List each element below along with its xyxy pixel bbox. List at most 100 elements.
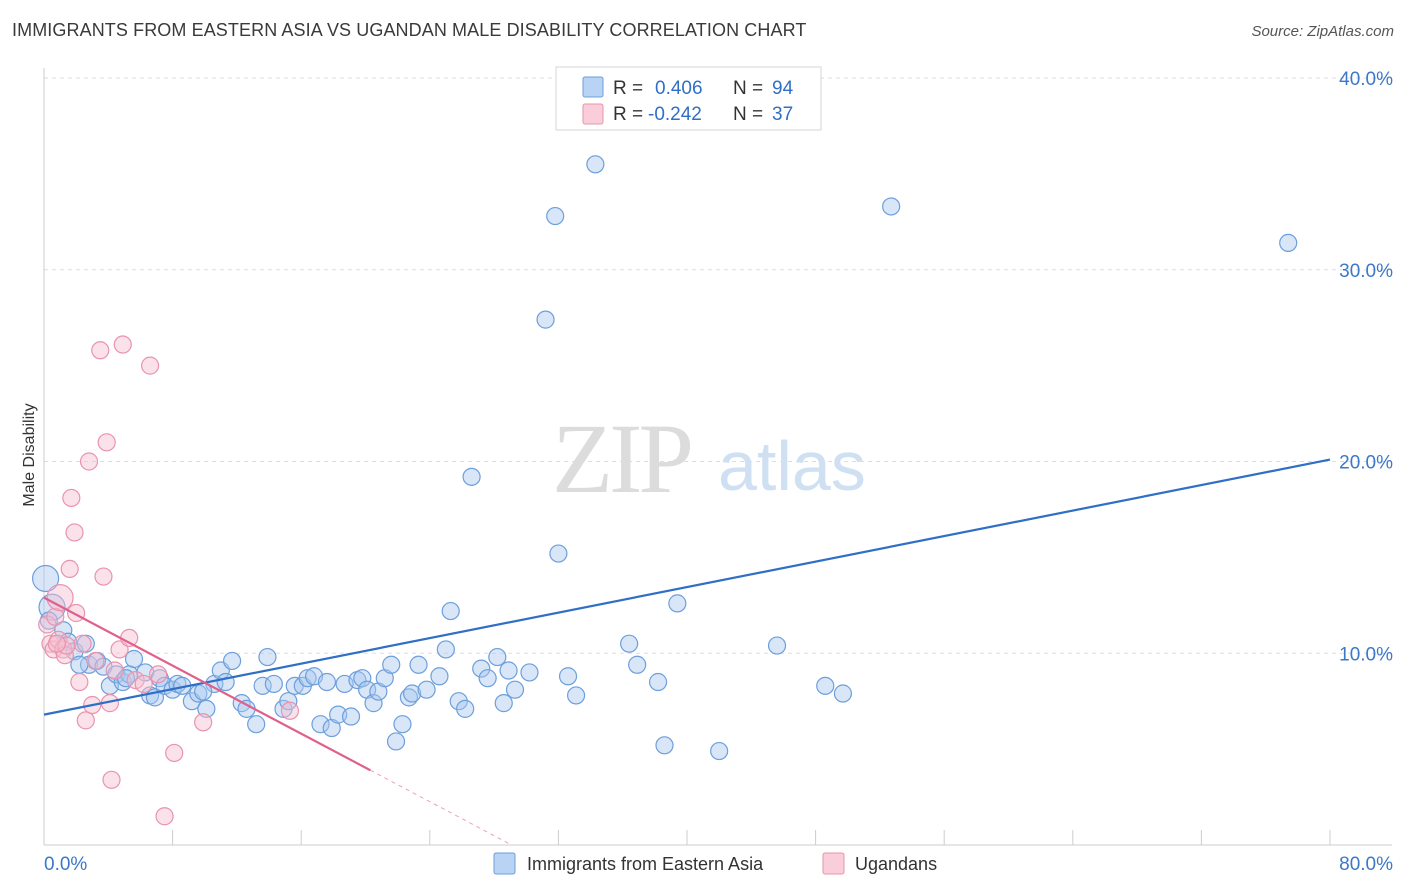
ugandans-point-14 [73, 634, 92, 653]
ugandans-point-20 [94, 567, 113, 586]
eastern-asia-point-71 [505, 680, 525, 699]
watermark-atlas: atlas [718, 427, 866, 505]
axes [43, 68, 1392, 846]
eastern-asia-point-53 [382, 655, 401, 674]
eastern-asia-point-80 [628, 655, 647, 674]
chart-title: IMMIGRANTS FROM EASTERN ASIA VS UGANDAN … [12, 20, 807, 40]
eastern-asia-point-88 [882, 197, 901, 216]
x-tick-label-1: 80.0% [1339, 854, 1393, 875]
ugandans-point-33 [194, 713, 213, 732]
eastern-asia-point-54 [386, 732, 406, 751]
eastern-asia-point-69 [494, 694, 513, 713]
gridlines [44, 77, 1392, 654]
eastern-asia-point-87 [833, 684, 853, 703]
eastern-asia-point-13 [124, 649, 144, 669]
eastern-asia-point-28 [222, 651, 242, 671]
watermark: ZIP atlas [552, 403, 866, 514]
trend-lines [43, 458, 1331, 846]
legend: R = 0.406 N = 94 R = -0.242 N = 37 [555, 66, 822, 131]
eastern-asia-point-55 [393, 715, 412, 734]
eastern-asia-point-31 [247, 715, 266, 734]
watermark-zip: ZIP [552, 403, 690, 514]
eastern-asia-point-60 [430, 667, 449, 686]
eastern-asia-point-24 [197, 699, 216, 718]
eastern-asia-point-59 [417, 680, 436, 699]
eastern-asia-point-62 [441, 601, 460, 621]
eastern-asia-point-81 [648, 672, 668, 692]
eastern-asia-point-46 [341, 707, 361, 726]
eastern-asia-point-57 [403, 684, 422, 703]
trend-line-eastern-asia [43, 458, 1331, 716]
eastern-asia-point-27 [216, 672, 235, 692]
bottom-legend-label-blue: Immigrants from Eastern Asia [527, 854, 764, 874]
eastern-asia-point-50 [364, 694, 383, 713]
ugandans-point-29 [140, 356, 160, 375]
eastern-asia-point-91 [70, 655, 89, 674]
eastern-asia-point-39 [298, 669, 317, 688]
eastern-asia-point-82 [655, 736, 674, 755]
series-eastern-asia-points [32, 155, 1298, 761]
legend-swatch-pink [582, 103, 604, 125]
legend-r-value-blue: 0.406 [655, 78, 703, 99]
legend-swatch-blue [582, 76, 604, 98]
ugandans-point-18 [86, 651, 105, 671]
ugandans-point-16 [79, 452, 99, 471]
legend-r-value-pink: -0.242 [648, 104, 702, 125]
eastern-asia-point-68 [488, 647, 507, 667]
ugandans-point-36 [102, 770, 121, 789]
eastern-asia-point-65 [462, 467, 481, 486]
ugandans-point-30 [149, 665, 168, 684]
eastern-asia-point-32 [253, 676, 272, 695]
eastern-asia-point-34 [264, 674, 283, 694]
y-axis-label: Male Disability [21, 403, 38, 506]
ugandans-point-9 [60, 559, 79, 578]
eastern-asia-point-70 [499, 661, 518, 680]
legend-n-value-pink: 37 [772, 104, 793, 125]
ugandans-point-19 [91, 341, 110, 360]
ugandans-point-10 [62, 488, 81, 508]
eastern-asia-point-42 [317, 672, 337, 692]
eastern-asia-point-58 [409, 655, 428, 674]
y-tick-label-0: 10.0% [1339, 644, 1393, 665]
y-tick-label-2: 30.0% [1339, 261, 1393, 282]
source-label: Source: ZipAtlas.com [1251, 23, 1394, 40]
eastern-asia-point-72 [520, 663, 539, 682]
eastern-asia-point-33 [258, 647, 277, 667]
ugandans-point-25 [113, 335, 132, 354]
eastern-asia-point-74 [546, 206, 565, 226]
ugandans-point-23 [105, 661, 124, 680]
eastern-asia-point-83 [668, 594, 687, 613]
legend-n-value-blue: 94 [772, 78, 794, 99]
bottom-legend-swatch-pink [822, 852, 845, 875]
ugandans-point-31 [155, 807, 174, 826]
eastern-asia-point-77 [566, 686, 586, 705]
bottom-legend-swatch-blue [493, 852, 516, 875]
ugandans-point-3 [46, 607, 65, 626]
series-ugandans-points [38, 335, 300, 826]
legend-n-label-blue: N = [733, 78, 763, 99]
trend-line-ugandans [43, 596, 371, 772]
eastern-asia-point-61 [436, 640, 455, 659]
bottom-legend-label-pink: Ugandans [855, 854, 937, 874]
tick-labels: 10.0% 20.0% 30.0% 40.0% 0.0% 80.0% [44, 69, 1393, 875]
eastern-asia-point-75 [549, 544, 568, 563]
eastern-asia-point-48 [353, 669, 372, 688]
eastern-asia-point-89 [1279, 233, 1298, 253]
eastern-asia-point-64 [456, 699, 475, 718]
eastern-asia-point-84 [710, 741, 729, 761]
y-tick-label-1: 20.0% [1339, 453, 1393, 474]
legend-r-label-pink: R = [613, 104, 643, 125]
eastern-asia-point-86 [816, 676, 835, 695]
eastern-asia-point-79 [620, 634, 639, 653]
eastern-asia-point-85 [767, 636, 787, 655]
eastern-asia-point-73 [536, 310, 555, 329]
ugandans-point-13 [70, 672, 89, 692]
eastern-asia-point-67 [478, 669, 497, 688]
ugandans-point-35 [47, 634, 66, 653]
ugandans-point-28 [134, 674, 153, 694]
eastern-asia-point-0 [32, 564, 60, 593]
ugandans-point-15 [76, 711, 95, 730]
ugandans-point-21 [97, 433, 116, 452]
trend-line-ugandans-extension [370, 769, 512, 846]
